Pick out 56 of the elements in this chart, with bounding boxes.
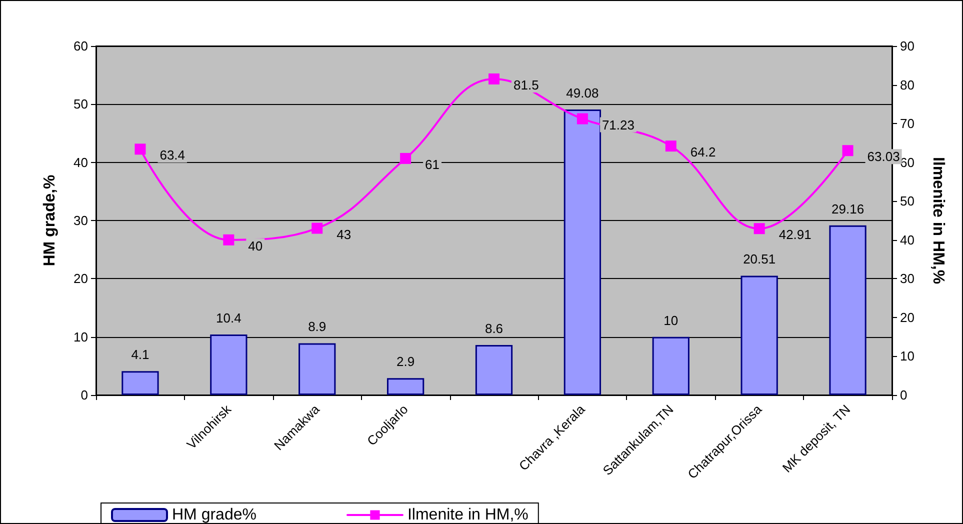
y-tick-label: 30 [74,213,88,228]
point [754,223,765,234]
y-tick-label: 0 [80,388,88,402]
y2-tick-label: 90 [900,38,914,54]
point [576,113,588,124]
y2-tick-label: 10 [900,348,914,364]
bar [475,344,513,395]
point [400,152,412,164]
y2-tick-label: 40 [900,232,914,248]
data-label: 43 [336,226,352,242]
bar [386,378,424,395]
y2-tick-label: 0 [900,388,908,402]
bar [564,110,602,395]
data-label: 8.6 [484,320,504,336]
data-label: 10.4 [216,310,242,326]
bar [740,276,778,395]
data-label: 64.2 [690,144,716,160]
data-label: 2.9 [396,354,415,370]
point [312,222,323,234]
point [842,145,854,156]
data-label: 4.1 [131,347,150,362]
legend-label: Ilmenite in HM,% [407,506,528,524]
y2-axis-title: Ilmenite in HM,% [930,156,946,284]
data-label: 81.5 [514,77,539,92]
data-label: 20.51 [743,252,776,267]
point [488,73,500,84]
y-axis-title: HM grade,% [42,174,58,266]
legend-label: HM grade% [172,506,256,524]
data-label: 29.16 [832,201,864,216]
bar [829,225,866,395]
data-label: 71.23 [602,117,634,132]
y2-tick-label: 30 [900,271,914,286]
data-label: 40 [248,238,263,254]
y-tick-label: 40 [74,154,88,170]
y-tick-label: 60 [74,38,88,54]
bar [298,343,336,395]
data-label: 8.9 [308,319,326,334]
data-label: 49.08 [566,86,599,101]
data-label: 10 [664,312,678,328]
y2-tick-label: 50 [900,194,914,209]
y-tick-label: 10 [74,329,88,344]
y2-tick-label: 70 [900,116,914,132]
point [134,144,146,155]
y2-tick-label: 20 [900,310,914,325]
bar [652,336,690,395]
data-label: 61 [425,156,440,172]
point [223,234,234,246]
y-tick-label: 20 [74,271,88,286]
y-tick-label: 50 [74,96,88,112]
point [665,140,676,152]
y2-tick-label: 80 [900,77,914,92]
data-label: 42.91 [778,227,812,242]
data-label: 63.4 [160,148,186,163]
data-label: 63.03 [867,149,900,164]
bar [122,371,159,395]
bar [210,334,248,395]
